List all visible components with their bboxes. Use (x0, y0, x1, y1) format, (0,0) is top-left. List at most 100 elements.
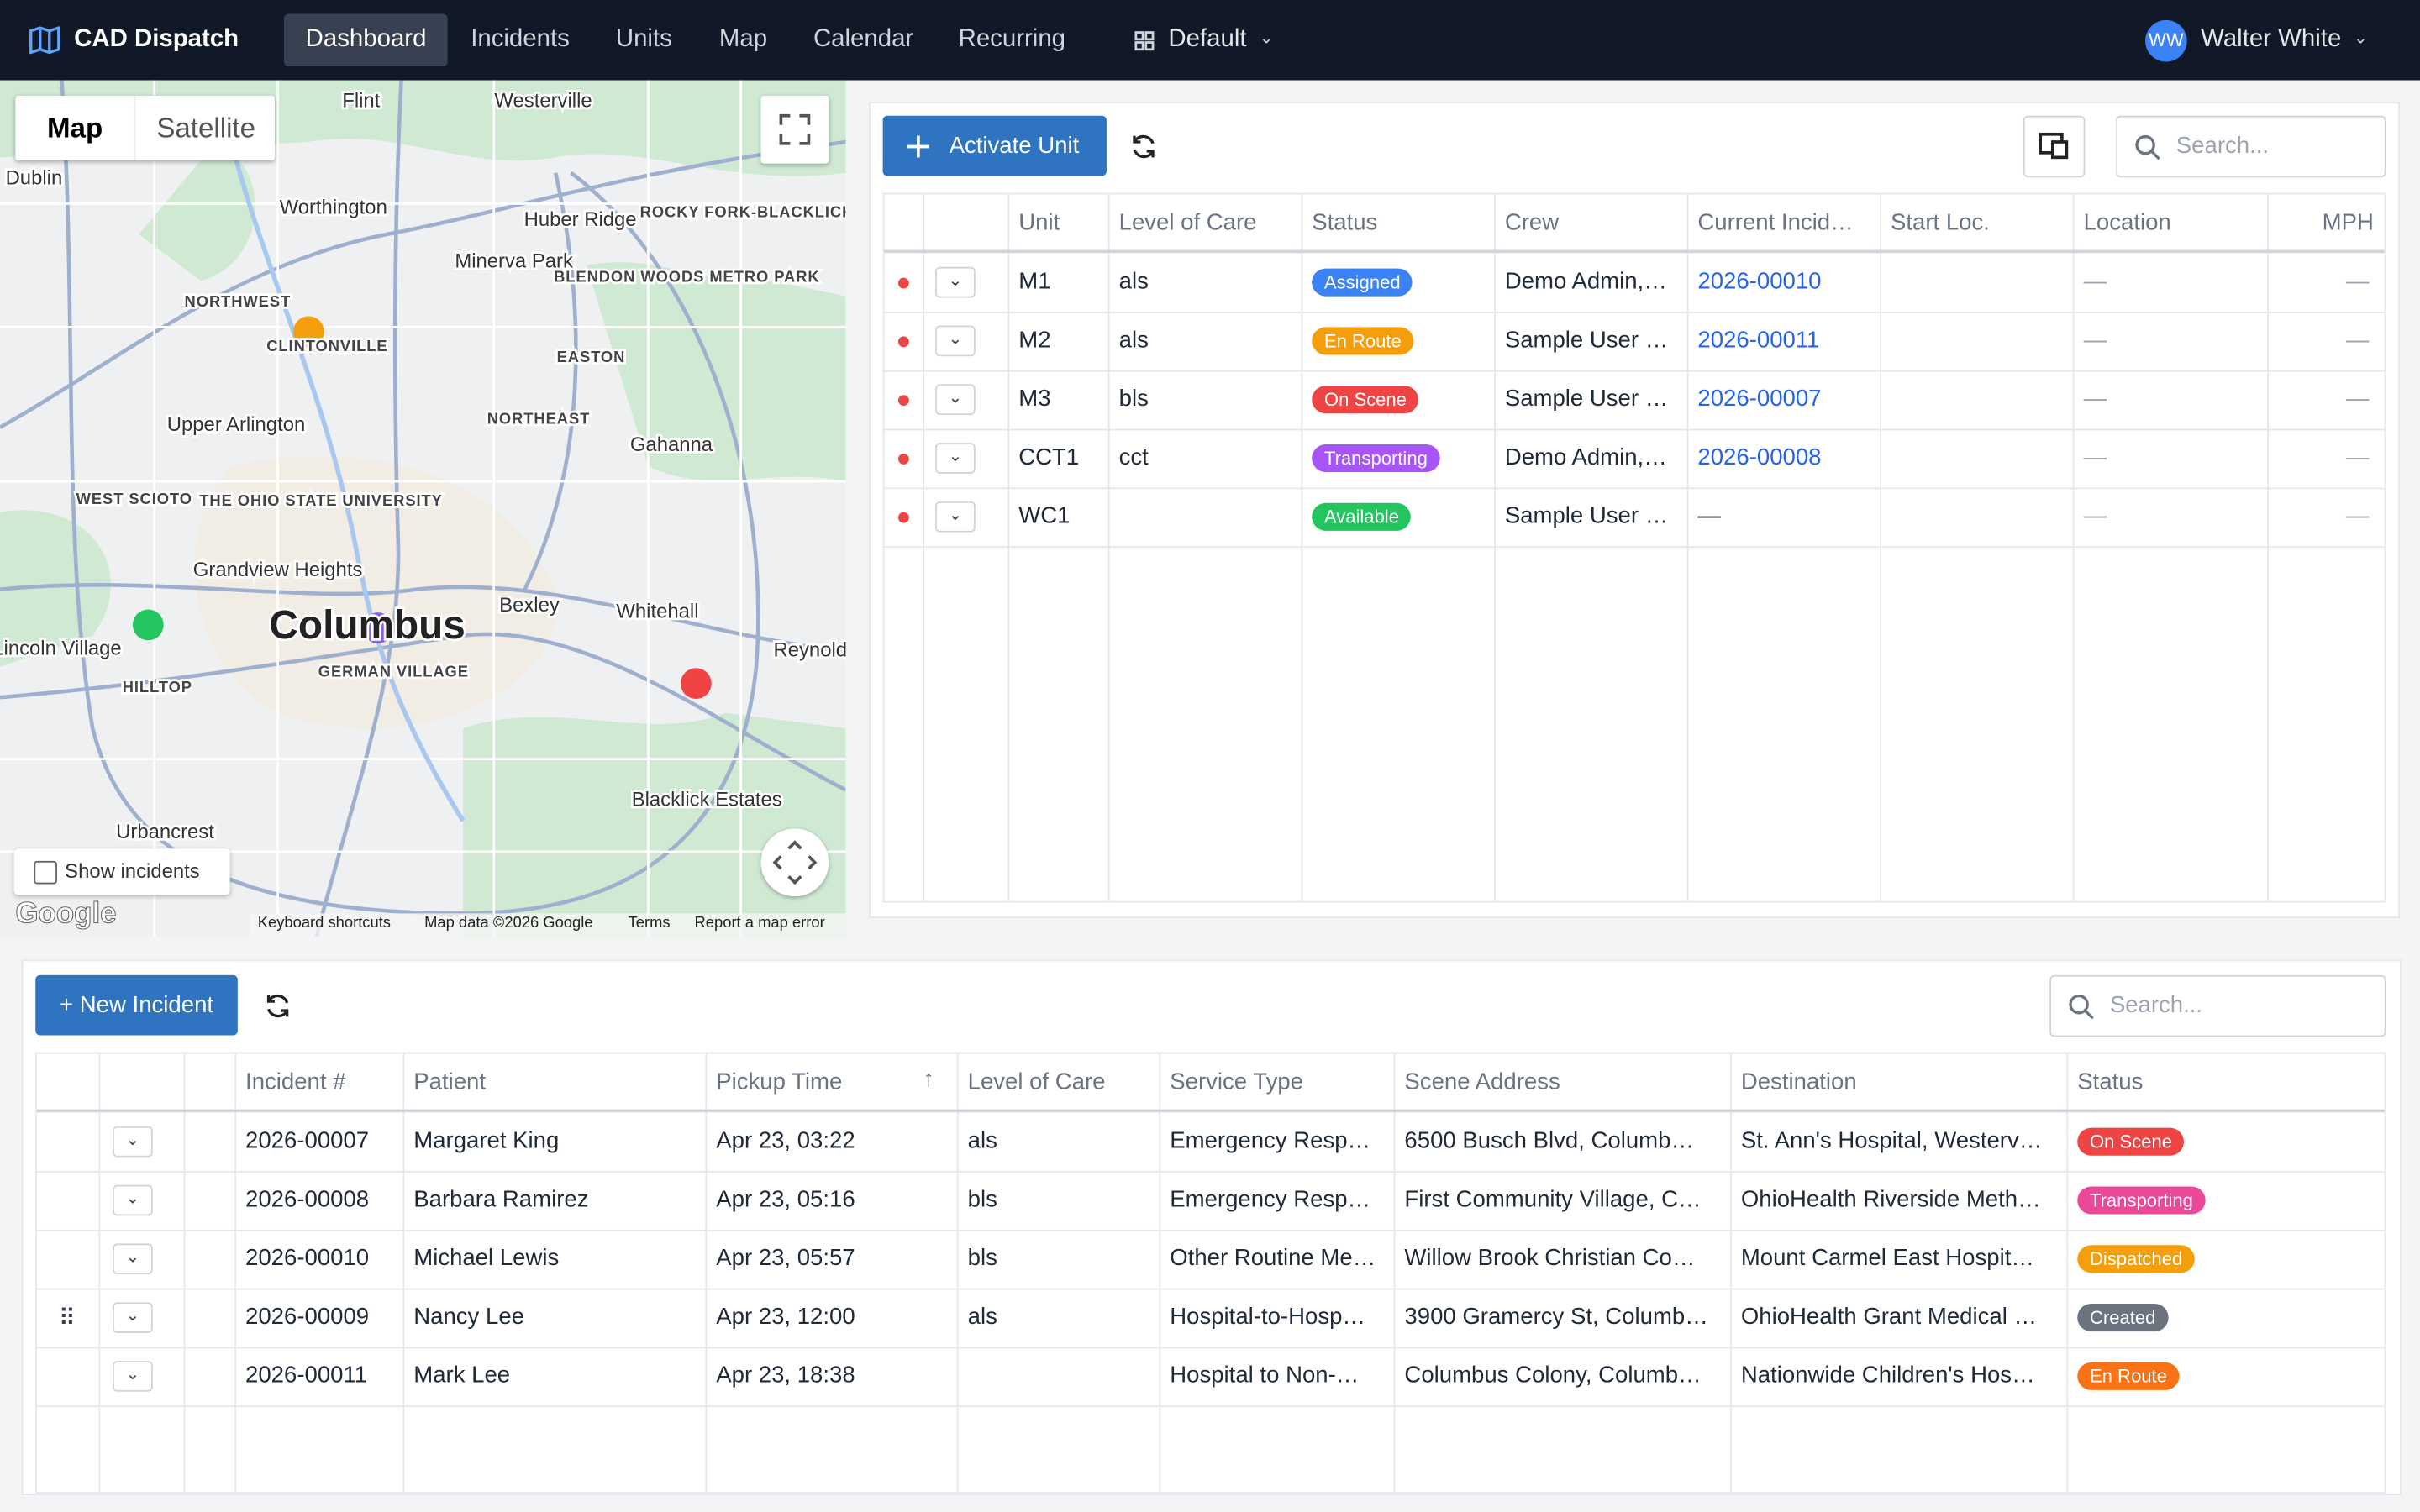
table-cell: On Scene (2066, 1112, 2384, 1171)
row-menu-button[interactable]: ⌄ (935, 266, 976, 298)
row-menu-button[interactable]: ⌄ (113, 1126, 153, 1158)
row-menu-button[interactable]: ⌄ (935, 325, 976, 357)
column-header[interactable]: Status (1312, 209, 1378, 237)
incident-link[interactable]: 2026-00010 (1697, 268, 1822, 295)
row-menu-button[interactable]: ⌄ (113, 1361, 153, 1392)
column-header[interactable]: Status (2077, 1068, 2144, 1096)
table-cell: 2026-00008 (1687, 429, 1881, 488)
incidents-search[interactable]: Search... (2049, 974, 2386, 1037)
column-header[interactable]: Patient (413, 1068, 487, 1096)
map-tab[interactable]: Satellite (134, 95, 276, 161)
top-nav: CAD Dispatch Dashboard Incidents Units Map C… (0, 0, 2420, 81)
nav-item[interactable]: Units (615, 26, 672, 53)
unit-indicator (897, 336, 909, 348)
column-header[interactable]: Scene Address (1404, 1068, 1560, 1096)
nav-item[interactable]: Recurring (958, 26, 1066, 53)
markers (132, 316, 712, 700)
layout-select[interactable]: Default (1168, 26, 1247, 53)
brand[interactable]: CAD Dispatch (74, 26, 239, 53)
table-cell: Demo Admin,… (1504, 444, 1667, 471)
map-footer-link[interactable]: Report a map error (694, 915, 825, 932)
table-cell: Transporting (2066, 1171, 2384, 1230)
map-marker[interactable] (681, 668, 712, 700)
map[interactable]: Westerville Flint Worthington Huber Ridge Mi… (0, 80, 846, 937)
columns-button[interactable] (2023, 115, 2086, 178)
table-cell: — (2083, 386, 2107, 412)
column-header[interactable]: Crew (1504, 209, 1560, 237)
column-header[interactable]: Level of Care (1118, 209, 1257, 237)
units-search[interactable]: Search... (2116, 115, 2386, 178)
column-divider (234, 1053, 237, 1493)
table-cell: Margaret King (413, 1127, 560, 1154)
column-header[interactable]: Level of Care (967, 1068, 1106, 1096)
column-header[interactable]: Location (2083, 209, 2171, 237)
drag-handle[interactable]: ⠿ (58, 1305, 76, 1332)
map-marker[interactable] (362, 612, 394, 643)
highways (0, 80, 846, 937)
table-cell: — (2345, 444, 2370, 471)
map-footer-link[interactable]: Keyboard shortcuts (257, 915, 392, 932)
column-header[interactable]: Current Incid… (1697, 209, 1854, 237)
status-badge: Created (2077, 1304, 2169, 1332)
column-header[interactable]: Incident # (245, 1068, 346, 1096)
row-divider (884, 370, 2385, 372)
table-cell: Nancy Lee (413, 1304, 524, 1331)
column-header[interactable]: Service Type (1170, 1068, 1304, 1096)
nav-item[interactable]: Map (718, 26, 768, 53)
map-label: NORTHWEST (185, 292, 292, 310)
refresh-button[interactable] (264, 992, 292, 1020)
map-marker[interactable] (132, 609, 164, 641)
fullscreen-button[interactable] (760, 95, 829, 164)
checkbox-label[interactable]: Show incidents (65, 859, 200, 883)
nav-item[interactable]: Incidents (471, 26, 570, 53)
map-label: Huber Ridge (524, 208, 637, 231)
table-cell: — (2083, 268, 2107, 295)
incident-link[interactable]: 2026-00011 (1697, 327, 1820, 354)
show-incidents-control[interactable]: Show incidents (13, 848, 230, 895)
table-cell: M1 (1018, 268, 1051, 295)
table-cell: als (1118, 327, 1149, 354)
search-placeholder: Search... (2175, 132, 2270, 160)
column-header[interactable]: Pickup Time (716, 1068, 843, 1096)
row-menu-button[interactable]: ⌄ (935, 443, 976, 474)
incident-link[interactable]: 2026-00007 (1697, 386, 1822, 412)
row-menu-button[interactable]: ⌄ (935, 501, 976, 533)
column-divider (705, 1053, 708, 1493)
row-menu-button[interactable]: ⌄ (113, 1243, 153, 1275)
table-cell: Apr 23, 05:16 (716, 1186, 855, 1213)
map-footer-link[interactable]: Terms (628, 915, 671, 932)
map-label: CLINTONVILLE (266, 337, 387, 354)
incident-link[interactable]: 2026-00008 (1697, 444, 1822, 471)
row-menu-button[interactable]: ⌄ (113, 1184, 153, 1216)
column-header[interactable]: Start Loc. (1891, 209, 1990, 237)
row-divider (884, 487, 2385, 490)
map-label: Urbancrest (116, 821, 214, 843)
table-cell: 3900 Gramercy St, Columb… (1404, 1304, 1708, 1331)
search-placeholder: Search... (2109, 992, 2203, 1019)
table-cell: 2026-00007 (1687, 370, 1881, 429)
nav-item[interactable]: Dashboard (283, 13, 449, 66)
row-menu-button[interactable]: ⌄ (113, 1302, 153, 1333)
checkbox[interactable] (34, 860, 57, 885)
table-cell: Barbara Ramirez (413, 1186, 589, 1213)
table-cell: En Route (2066, 1347, 2384, 1405)
column-header[interactable]: Destination (1740, 1068, 1857, 1096)
unit-indicator (897, 454, 909, 465)
refresh-button[interactable] (1129, 133, 1157, 160)
river (229, 141, 466, 822)
activate-unit-button[interactable]: Activate Unit (882, 115, 1107, 176)
new-incident-button[interactable]: + New Incident (35, 974, 238, 1036)
column-header[interactable]: MPH (2322, 209, 2374, 237)
avatar[interactable]: WW (2145, 19, 2187, 62)
nav-item[interactable]: Calendar (813, 26, 914, 53)
map-marker[interactable] (292, 316, 324, 348)
column-header[interactable]: Unit (1018, 209, 1060, 237)
map-footer-link[interactable]: Map data ©2026 Google (424, 915, 593, 932)
camera-control[interactable] (760, 828, 829, 897)
row-menu-button[interactable]: ⌄ (935, 384, 976, 416)
user-name[interactable]: Walter White (2201, 26, 2342, 53)
map-tab[interactable]: Map (47, 113, 103, 144)
table-cell: Created (2066, 1289, 2384, 1347)
table-cell: CCT1 (1018, 444, 1080, 471)
map-canvas: Westerville Flint Worthington Huber Ridge Mi… (0, 80, 846, 937)
